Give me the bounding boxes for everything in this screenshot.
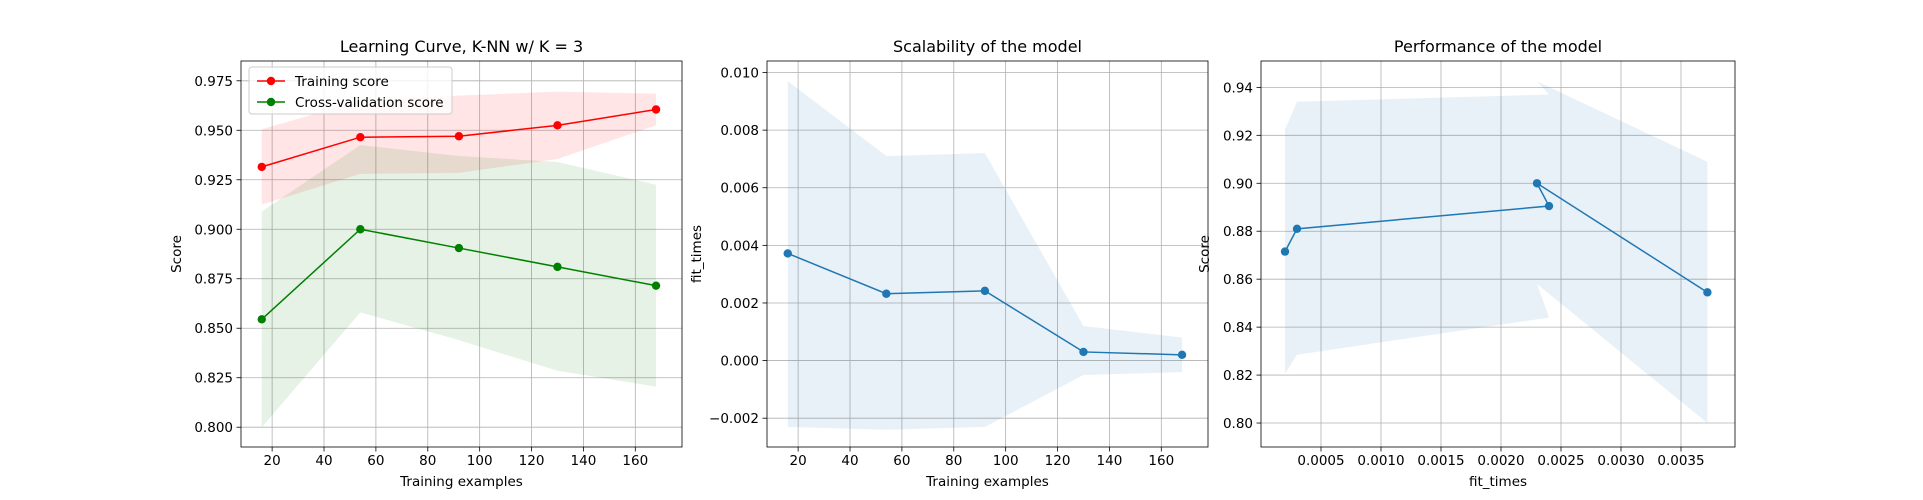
y-tick-label: 0.004 [720,238,759,254]
data-point [1703,288,1712,297]
x-tick-label: 160 [1148,453,1174,469]
x-tick-label: 80 [419,453,436,469]
data-point [1292,224,1302,234]
y-tick-label: 0.975 [194,74,233,90]
x-tick-label: 160 [622,453,648,469]
y-tick-label: 0.010 [720,66,759,82]
x-axis-label: Training examples [399,474,523,490]
chart-title: Scalability of the model [893,37,1082,56]
x-tick-label: 0.0015 [1417,453,1464,469]
chart-title: Learning Curve, K-NN w/ K = 3 [340,37,583,56]
series-band-2 [261,145,657,428]
x-axis-label: fit_times [1469,474,1527,490]
axes-frame [240,60,683,448]
x-tick-label: 60 [893,453,910,469]
x-tick-label: 0.0005 [1297,453,1344,469]
y-tick-label: 0.84 [1223,320,1253,336]
y-tick-label: 0.825 [194,371,233,387]
data-point [257,162,266,172]
y-tick-label: 0.950 [194,123,233,139]
y-tick-label: 0.008 [720,123,759,139]
y-tick-label: 0.900 [194,222,233,238]
data-point [651,281,661,290]
x-tick-label: 120 [1045,453,1071,469]
plot-area [783,81,1187,430]
legend-marker [266,76,276,86]
data-point [356,133,365,142]
x-tick-label: 80 [945,453,962,469]
chart-panel-2: 20 40 60 80 100 120 140 160 −0.002 0.000 0.002 0.00… [689,37,1209,490]
data-point [980,286,990,296]
data-point [783,249,792,258]
data-point [257,315,266,324]
data-point [1544,201,1554,211]
axes-frame [1260,60,1736,448]
y-tick-label: 0.925 [194,173,233,189]
x-tick-label: 0.0025 [1537,453,1584,469]
y-tick-label: 0.82 [1223,368,1253,384]
data-point [882,289,891,298]
y-tick-label: 0.88 [1223,224,1253,240]
legend-label: Training score [294,74,389,90]
x-tick-label: 0.0030 [1597,453,1644,469]
chart-title: Performance of the model [1394,37,1602,56]
plot-area [257,91,661,428]
y-axis-label: Score [169,235,185,273]
y-tick-label: 0.006 [720,181,759,197]
x-tick-label: 0.0010 [1357,453,1404,469]
x-tick-label: 100 [467,453,493,469]
y-tick-label: 0.002 [720,296,759,312]
y-tick-label: 0.80 [1223,416,1253,432]
legend-box [248,66,453,115]
data-point [1532,179,1542,188]
series-band-1 [1285,81,1708,424]
data-point [1280,247,1290,256]
data-point [356,225,365,234]
y-tick-label: 0.800 [194,420,233,436]
x-tick-label: 20 [264,453,281,469]
y-tick-label: −0.002 [709,411,759,427]
series-band-1 [787,81,1183,430]
x-tick-label: 120 [519,453,545,469]
data-point [454,132,464,141]
x-tick-label: 40 [841,453,858,469]
axes-frame [766,60,1209,448]
data-point [553,262,562,272]
legend-marker [266,97,276,107]
plot-area [1280,81,1712,424]
y-axis-label: Score [1197,235,1213,273]
x-tick-label: 40 [315,453,332,469]
x-tick-label: 140 [1097,453,1123,469]
y-tick-label: 0.000 [720,354,759,370]
x-axis-label: Training examples [925,474,1049,490]
y-tick-label: 0.875 [194,272,233,288]
series-band-1 [261,91,657,205]
legend-label: Cross-validation score [295,95,444,111]
x-tick-label: 0.0020 [1477,453,1524,469]
legend: Training score Cross-validation score [248,66,453,115]
y-tick-label: 0.92 [1223,128,1253,144]
chart-panel-3: 0.0005 0.0010 0.0015 0.0020 0.0025 0.0030 0.00… [1197,37,1736,490]
x-tick-label: 20 [790,453,807,469]
data-point [1177,350,1187,360]
y-tick-label: 0.850 [194,321,233,337]
data-point [553,121,562,130]
x-tick-label: 140 [571,453,597,469]
x-tick-label: 100 [993,453,1019,469]
chart-panel-1: 20 40 60 80 100 120 140 160 0.800 0.825 0.850 0.875… [169,37,683,490]
y-tick-label: 0.90 [1223,176,1253,192]
y-axis-label: fit_times [689,225,705,283]
data-point [454,243,464,253]
x-tick-label: 60 [367,453,384,469]
y-tick-label: 0.94 [1223,80,1253,96]
data-point [651,105,661,114]
x-tick-label: 0.0035 [1657,453,1704,469]
y-tick-label: 0.86 [1223,272,1253,288]
data-point [1079,347,1088,357]
